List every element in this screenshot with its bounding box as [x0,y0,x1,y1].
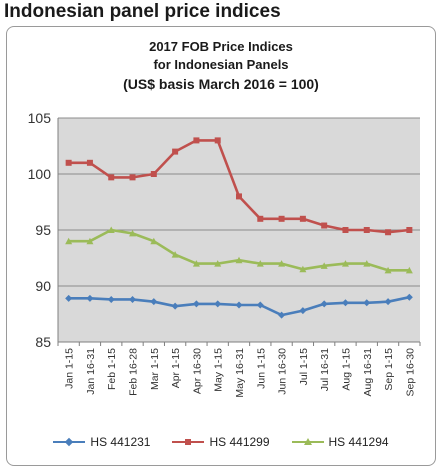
x-tick-label-jul-16-31: Jul 16-31 [319,348,331,391]
x-tick-label-mar-1-15: Mar 1-15 [149,348,161,390]
data-point-hs-441294-jan-1-15 [65,237,73,245]
data-point-hs-441299-sep-1-15 [385,229,392,236]
data-point-hs-441231-may-1-15 [214,300,222,308]
data-point-hs-441299-mar-1-15 [150,171,157,177]
x-tick-label-feb-1-15: Feb 1-15 [106,348,118,390]
chart-title-line-2: for Indonesian Panels [153,57,289,72]
legend-item-hs-441299: HS 441299 [172,435,270,449]
x-tick-label-aug-16-31: Aug 16-31 [362,348,374,397]
data-point-hs-441231-apr-16-30 [192,300,200,308]
data-point-hs-441294-jul-1-15 [299,265,307,273]
x-tick-label-aug-1-15: Aug 1-15 [340,348,352,391]
data-point-hs-441294-jan-16-31 [86,237,94,245]
data-point-hs-441294-feb-16-28 [129,229,137,237]
data-point-hs-441294-feb-1-15 [107,226,115,233]
y-tick-label-105: 105 [28,110,52,126]
plot-svg: 85 90 95 100 105 Jan 1-15 Jan 16-31 Feb 1-15 Feb… [28,110,421,398]
data-point-hs-441299-feb-16-28 [129,174,136,181]
x-tick-label-may-1-15: May 1-15 [213,348,225,392]
data-point-hs-441294-apr-1-15 [171,251,179,258]
data-point-hs-441294-aug-16-31 [363,260,371,267]
x-tick-label-jan-1-15: Jan 1-15 [64,348,76,389]
x-tick-label-sep-16-30: Sep 16-30 [404,348,416,397]
plot-layer: 85 90 95 100 105 Jan 1-15 Jan 16-31 Feb 1-15 Feb… [28,110,421,398]
x-tick-label-jun-1-15: Jun 1-15 [255,348,267,389]
chart-title-line-3: (US$ basis March 2016 = 100) [123,76,319,92]
data-point-hs-441294-may-1-15 [214,260,222,267]
data-point-hs-441294-sep-1-15 [384,266,392,274]
x-tick-label-jun-16-30: Jun 16-30 [277,348,289,395]
legend-item-hs-441231: HS 441231 [53,435,150,449]
x-tick-label-jul-1-15: Jul 1-15 [298,348,310,386]
data-point-hs-441294-jun-16-30 [278,260,286,267]
data-point-hs-441299-may-1-15 [214,137,221,144]
data-point-hs-441231-jul-16-31 [320,300,328,308]
data-point-hs-441231-jul-1-15 [299,307,307,315]
legend-swatch-hs-441299 [172,437,205,447]
data-point-hs-441231-sep-16-30 [405,293,413,301]
data-point-hs-441299-jan-16-31 [86,159,93,166]
data-point-hs-441294-jun-1-15 [256,260,264,267]
data-point-hs-441294-mar-1-15 [150,237,158,245]
data-point-hs-441294-may-16-31 [235,256,243,264]
data-point-hs-441299-jun-16-30 [278,215,285,222]
y-tick-label-85: 85 [35,334,51,350]
data-point-hs-441231-aug-16-31 [363,299,371,307]
legend-swatch-hs-441231 [53,437,86,447]
data-point-hs-441231-sep-1-15 [384,298,392,306]
data-point-hs-441299-sep-16-30 [406,227,413,233]
chart-frame: 2017 FOB Price Indices for Indonesian Pa… [6,26,436,466]
x-tick-label-apr-1-15: Apr 1-15 [170,348,182,388]
y-tick-label-95: 95 [35,222,51,238]
data-point-hs-441299-may-16-31 [236,193,242,200]
legend-item-hs-441294: HS 441294 [291,435,389,449]
data-point-hs-441299-aug-1-15 [342,227,349,233]
data-point-hs-441231-jan-1-15 [65,294,73,302]
x-tick-label-sep-1-15: Sep 1-15 [383,348,395,391]
legend: HS 441231 HS 441299 HS 441294 [7,432,435,452]
data-point-hs-441299-jun-1-15 [257,215,264,222]
data-point-hs-441231-may-16-31 [235,301,243,309]
data-point-hs-441299-jan-1-15 [65,159,72,166]
legend-swatch-hs-441294 [291,437,324,447]
legend-label-hs-441294: HS 441294 [328,435,389,449]
y-tick-label-90: 90 [35,278,51,294]
data-point-hs-441231-jun-16-30 [278,311,286,319]
x-tick-label-jan-16-31: Jan 16-31 [85,348,97,395]
data-point-hs-441299-jul-1-15 [299,215,306,222]
y-tick-label-100: 100 [28,166,52,182]
legend-label-hs-441231: HS 441231 [90,435,151,449]
data-point-hs-441299-feb-1-15 [108,174,115,181]
data-point-hs-441294-jul-16-31 [320,262,328,269]
data-point-hs-441231-aug-1-15 [341,299,349,307]
data-point-hs-441231-feb-16-28 [129,295,137,303]
x-tick-label-apr-16-30: Apr 16-30 [191,348,203,394]
data-point-hs-441299-apr-1-15 [172,148,179,155]
data-point-hs-441231-mar-1-15 [150,298,158,306]
data-point-hs-441294-aug-1-15 [341,260,349,267]
data-point-hs-441299-jul-16-31 [321,222,328,229]
data-point-hs-441294-sep-16-30 [405,266,413,274]
data-point-hs-441294-apr-16-30 [192,260,200,267]
chart-title-line-1: 2017 FOB Price Indices [149,39,293,54]
data-point-hs-441231-feb-1-15 [107,295,115,303]
x-tick-label-feb-16-28: Feb 16-28 [128,348,140,396]
data-point-hs-441231-jan-16-31 [86,294,94,302]
data-point-hs-441299-apr-16-30 [193,137,200,144]
legend-label-hs-441299: HS 441299 [209,435,270,449]
data-point-hs-441299-aug-16-31 [363,227,370,233]
x-tick-label-may-16-31: May 16-31 [234,348,246,398]
data-point-hs-441231-jun-1-15 [256,301,264,309]
page-heading: Indonesian panel price indices [4,1,281,22]
data-point-hs-441231-apr-1-15 [171,302,179,310]
